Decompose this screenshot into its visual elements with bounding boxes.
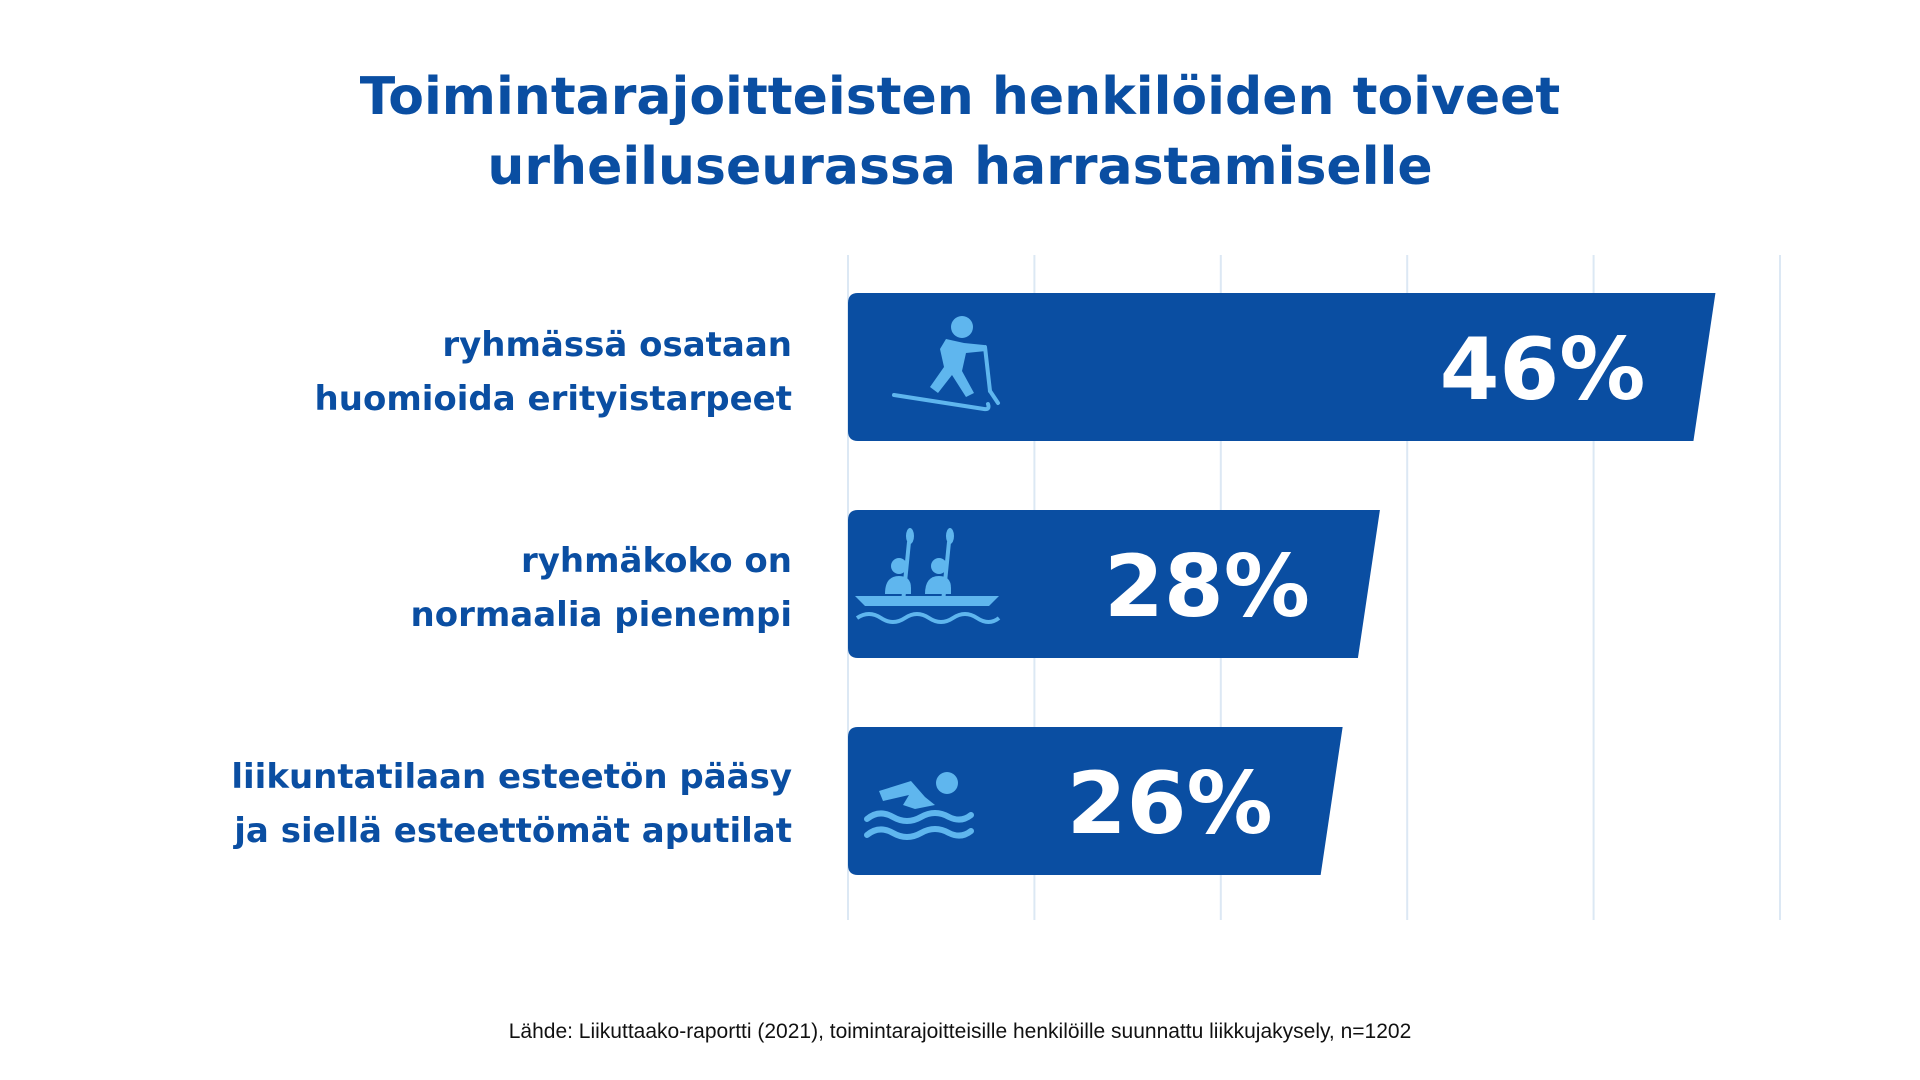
category-label-1-line-2: huomioida erityistarpeet — [314, 379, 792, 419]
category-label-3-line-2: ja siellä esteettömät aputilat — [234, 811, 792, 851]
swimmer-icon — [864, 772, 974, 840]
category-label-2-line-1: ryhmäkoko on — [520, 541, 792, 581]
category-label-2-line-2: normaalia pienempi — [410, 595, 792, 635]
value-label-1: 46% — [1440, 320, 1646, 420]
bar-1 — [848, 293, 1716, 441]
chart-title-line-1: Toimintarajoitteisten henkilöiden toivee… — [359, 67, 1561, 127]
chart-title-line-2: urheiluseurassa harrastamiselle — [487, 137, 1433, 197]
category-label-1-line-1: ryhmässä osataan — [442, 325, 792, 365]
canoe-icon — [855, 528, 1001, 624]
value-label-2: 28% — [1104, 537, 1310, 637]
value-label-3: 26% — [1067, 754, 1273, 854]
bar-3 — [848, 727, 1343, 875]
category-label-3: liikuntatilaan esteetön pääsy ja siellä … — [192, 750, 792, 858]
chart-title: Toimintarajoitteisten henkilöiden toivee… — [0, 62, 1920, 202]
skier-icon — [892, 316, 1000, 412]
source-note: Lähde: Liikuttaako-raportti (2021), toim… — [508, 1020, 1412, 1043]
bars: 46% 28% 26% — [848, 293, 1716, 875]
category-label-3-line-1: liikuntatilaan esteetön pääsy — [231, 757, 792, 797]
category-label-1: ryhmässä osataan huomioida erityistarpee… — [192, 318, 792, 426]
category-label-2: ryhmäkoko on normaalia pienempi — [192, 534, 792, 642]
